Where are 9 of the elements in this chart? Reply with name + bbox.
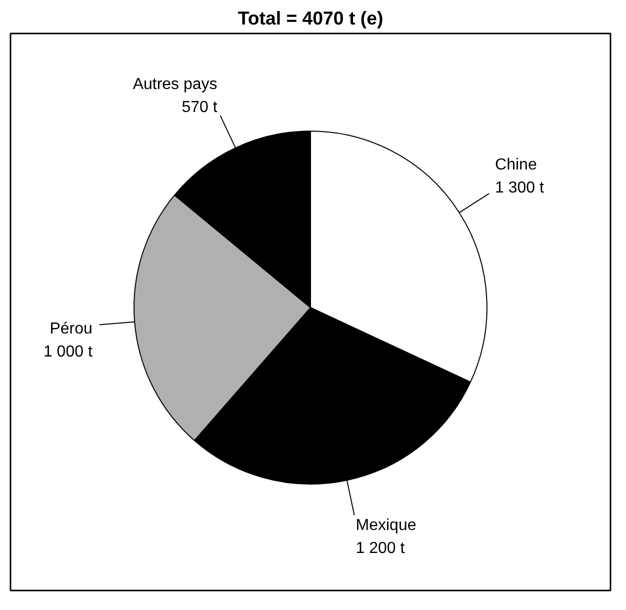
slice-label: Mexique <box>356 517 416 534</box>
data-label: 1 000 t <box>43 343 93 360</box>
data-label: 1 300 t <box>495 179 545 196</box>
data-label: 1 200 t <box>356 540 406 558</box>
chart-title: Total = 4070 t (e) <box>238 8 384 28</box>
data-label: 570 t <box>182 98 218 116</box>
slice-label: Chine <box>495 156 537 174</box>
slice-label: Pérou <box>50 320 92 338</box>
slice-label: Autres pays <box>132 76 218 93</box>
